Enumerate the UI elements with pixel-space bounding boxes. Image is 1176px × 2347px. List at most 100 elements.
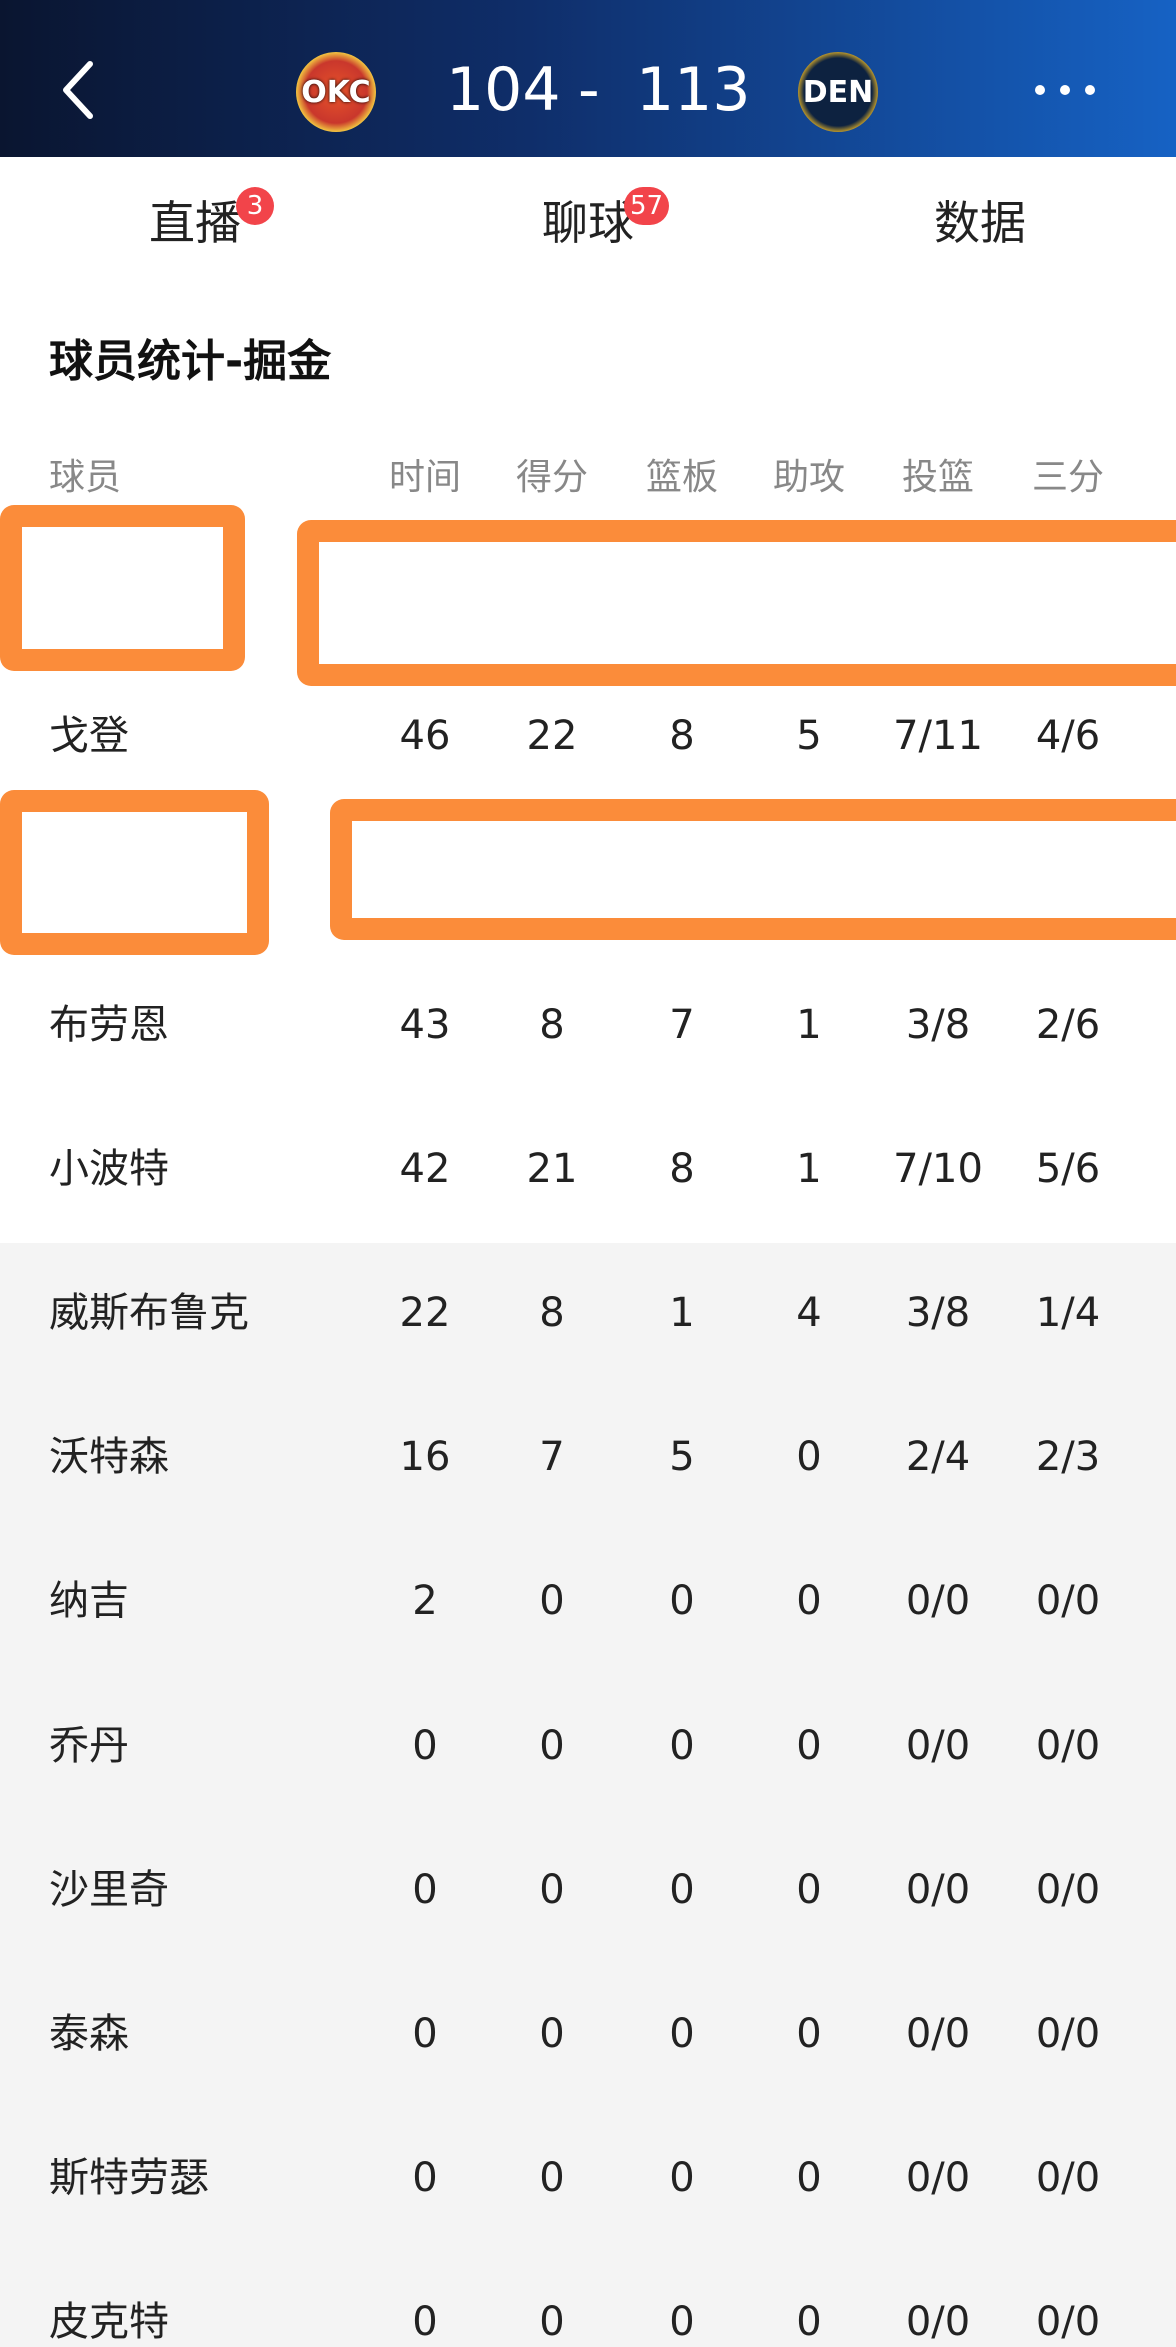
column-header: 时间 bbox=[388, 457, 462, 498]
stat-cell: 5/6 bbox=[1035, 1145, 1101, 1192]
stat-cell: 2 bbox=[412, 1578, 438, 1625]
player-name: 乔丹 bbox=[49, 1722, 129, 1769]
stat-cell: 0/0 bbox=[1035, 2155, 1101, 2202]
player-name: 布劳恩 bbox=[49, 1001, 169, 1048]
stat-cell: 21 bbox=[526, 1145, 578, 1192]
stat-cell: 0 bbox=[796, 1434, 822, 1481]
stat-cell: 0 bbox=[412, 1866, 438, 1913]
stat-cell: 2/6 bbox=[1035, 1001, 1101, 1048]
stat-cell: 0 bbox=[539, 2155, 565, 2202]
player-name: 戈登 bbox=[49, 713, 129, 760]
score-separator: - bbox=[578, 55, 600, 125]
stat-cell: 2/4 bbox=[905, 1434, 971, 1481]
column-header: 篮板 bbox=[645, 457, 719, 498]
stat-cell: 2/3 bbox=[1035, 1434, 1101, 1481]
highlight-box bbox=[0, 505, 245, 671]
stat-cell: 1 bbox=[796, 1001, 822, 1048]
stat-cell: 1/4 bbox=[1035, 1290, 1101, 1336]
starters-background bbox=[0, 290, 1176, 1243]
stat-cell: 0/0 bbox=[905, 1866, 971, 1913]
player-name: 沃特森 bbox=[49, 1434, 169, 1481]
stat-cell: 0 bbox=[796, 2299, 822, 2346]
stat-cell: 3/8 bbox=[905, 1290, 971, 1336]
stat-cell: 7/11 bbox=[893, 713, 983, 760]
stat-cell: 4/6 bbox=[1035, 713, 1101, 760]
stat-cell: 0 bbox=[412, 2299, 438, 2346]
player-name: 斯特劳瑟 bbox=[49, 2155, 209, 2202]
stat-cell: 43 bbox=[399, 1001, 451, 1048]
stat-cell: 0/0 bbox=[1035, 2011, 1101, 2057]
stat-cell: 0/0 bbox=[1035, 1578, 1101, 1625]
home-score: 104 bbox=[446, 55, 561, 125]
stat-cell: 0 bbox=[412, 2155, 438, 2202]
tab[interactable]: 数据 bbox=[934, 196, 1026, 250]
stat-cell: 7 bbox=[539, 1434, 565, 1481]
stat-cell: 0 bbox=[669, 1578, 695, 1625]
stat-cell: 0 bbox=[539, 1578, 565, 1625]
stat-cell: 0 bbox=[669, 1722, 695, 1769]
stat-cell: 0 bbox=[669, 1866, 695, 1913]
player-name: 小波特 bbox=[49, 1145, 169, 1192]
highlight-box bbox=[0, 790, 269, 955]
away-score: 113 bbox=[636, 55, 751, 125]
stat-cell: 8 bbox=[539, 1290, 565, 1336]
stat-cell: 0 bbox=[796, 1578, 822, 1625]
player-name: 沙里奇 bbox=[49, 1866, 169, 1913]
stat-cell: 0/0 bbox=[905, 1722, 971, 1769]
stat-cell: 0 bbox=[796, 1722, 822, 1769]
stat-cell: 1 bbox=[796, 1145, 822, 1192]
player-name: 威斯布鲁克 bbox=[49, 1290, 249, 1336]
stat-cell: 5 bbox=[796, 713, 822, 760]
header: OKC 104 - 113 DEN bbox=[0, 0, 1176, 157]
column-header: 球员 bbox=[49, 457, 122, 498]
column-header: 投篮 bbox=[901, 457, 975, 498]
stat-cell: 7 bbox=[669, 1001, 695, 1048]
highlight-box bbox=[330, 799, 1176, 940]
stat-cell: 7/10 bbox=[893, 1145, 983, 1192]
stat-cell: 0 bbox=[796, 2011, 822, 2057]
tab[interactable]: 直播 bbox=[149, 196, 241, 250]
stat-cell: 5 bbox=[669, 1434, 695, 1481]
column-header: 三分 bbox=[1031, 457, 1105, 498]
player-name: 纳吉 bbox=[49, 1578, 129, 1625]
column-header: 助攻 bbox=[772, 457, 846, 498]
stat-cell: 0 bbox=[669, 2155, 695, 2202]
stat-cell: 0 bbox=[412, 1722, 438, 1769]
stat-cell: 8 bbox=[539, 1001, 565, 1048]
stat-cell: 0 bbox=[669, 2011, 695, 2057]
stat-cell: 0 bbox=[539, 1722, 565, 1769]
stat-cell: 0/0 bbox=[905, 2299, 971, 2346]
column-header: 得分 bbox=[515, 457, 589, 498]
stat-cell: 0 bbox=[539, 2299, 565, 2346]
stat-cell: 22 bbox=[399, 1290, 451, 1336]
stat-cell: 16 bbox=[399, 1434, 451, 1481]
stat-cell: 8 bbox=[669, 713, 695, 760]
player-name: 皮克特 bbox=[49, 2299, 169, 2346]
stat-cell: 22 bbox=[526, 713, 578, 760]
stat-cell: 0 bbox=[796, 2155, 822, 2202]
more-button[interactable] bbox=[1030, 80, 1100, 100]
back-button[interactable] bbox=[58, 60, 98, 120]
tab-badge: 57 bbox=[624, 187, 670, 225]
stat-cell: 3/8 bbox=[905, 1001, 971, 1048]
home-logo: OKC bbox=[296, 52, 376, 132]
player-name: 泰森 bbox=[49, 2011, 129, 2057]
highlight-box bbox=[297, 520, 1176, 686]
stat-cell: 0/0 bbox=[905, 2011, 971, 2057]
tab-badge: 3 bbox=[236, 187, 274, 225]
stat-cell: 0/0 bbox=[1035, 2299, 1101, 2346]
stat-cell: 46 bbox=[399, 713, 451, 760]
stat-cell: 0/0 bbox=[905, 2155, 971, 2202]
stat-cell: 0/0 bbox=[1035, 1866, 1101, 1913]
tab-bar: 直播 3 聊球 57 数据 bbox=[0, 157, 1176, 443]
stat-cell: 0/0 bbox=[905, 1578, 971, 1625]
stat-cell: 0 bbox=[669, 2299, 695, 2346]
stat-cell: 0 bbox=[412, 2011, 438, 2057]
stat-cell: 0 bbox=[796, 1866, 822, 1913]
tab[interactable]: 聊球 bbox=[542, 196, 634, 250]
stat-cell: 42 bbox=[399, 1145, 451, 1192]
stat-cell: 0/0 bbox=[1035, 1722, 1101, 1769]
away-logo: DEN bbox=[798, 52, 878, 132]
stat-cell: 1 bbox=[669, 1290, 695, 1336]
